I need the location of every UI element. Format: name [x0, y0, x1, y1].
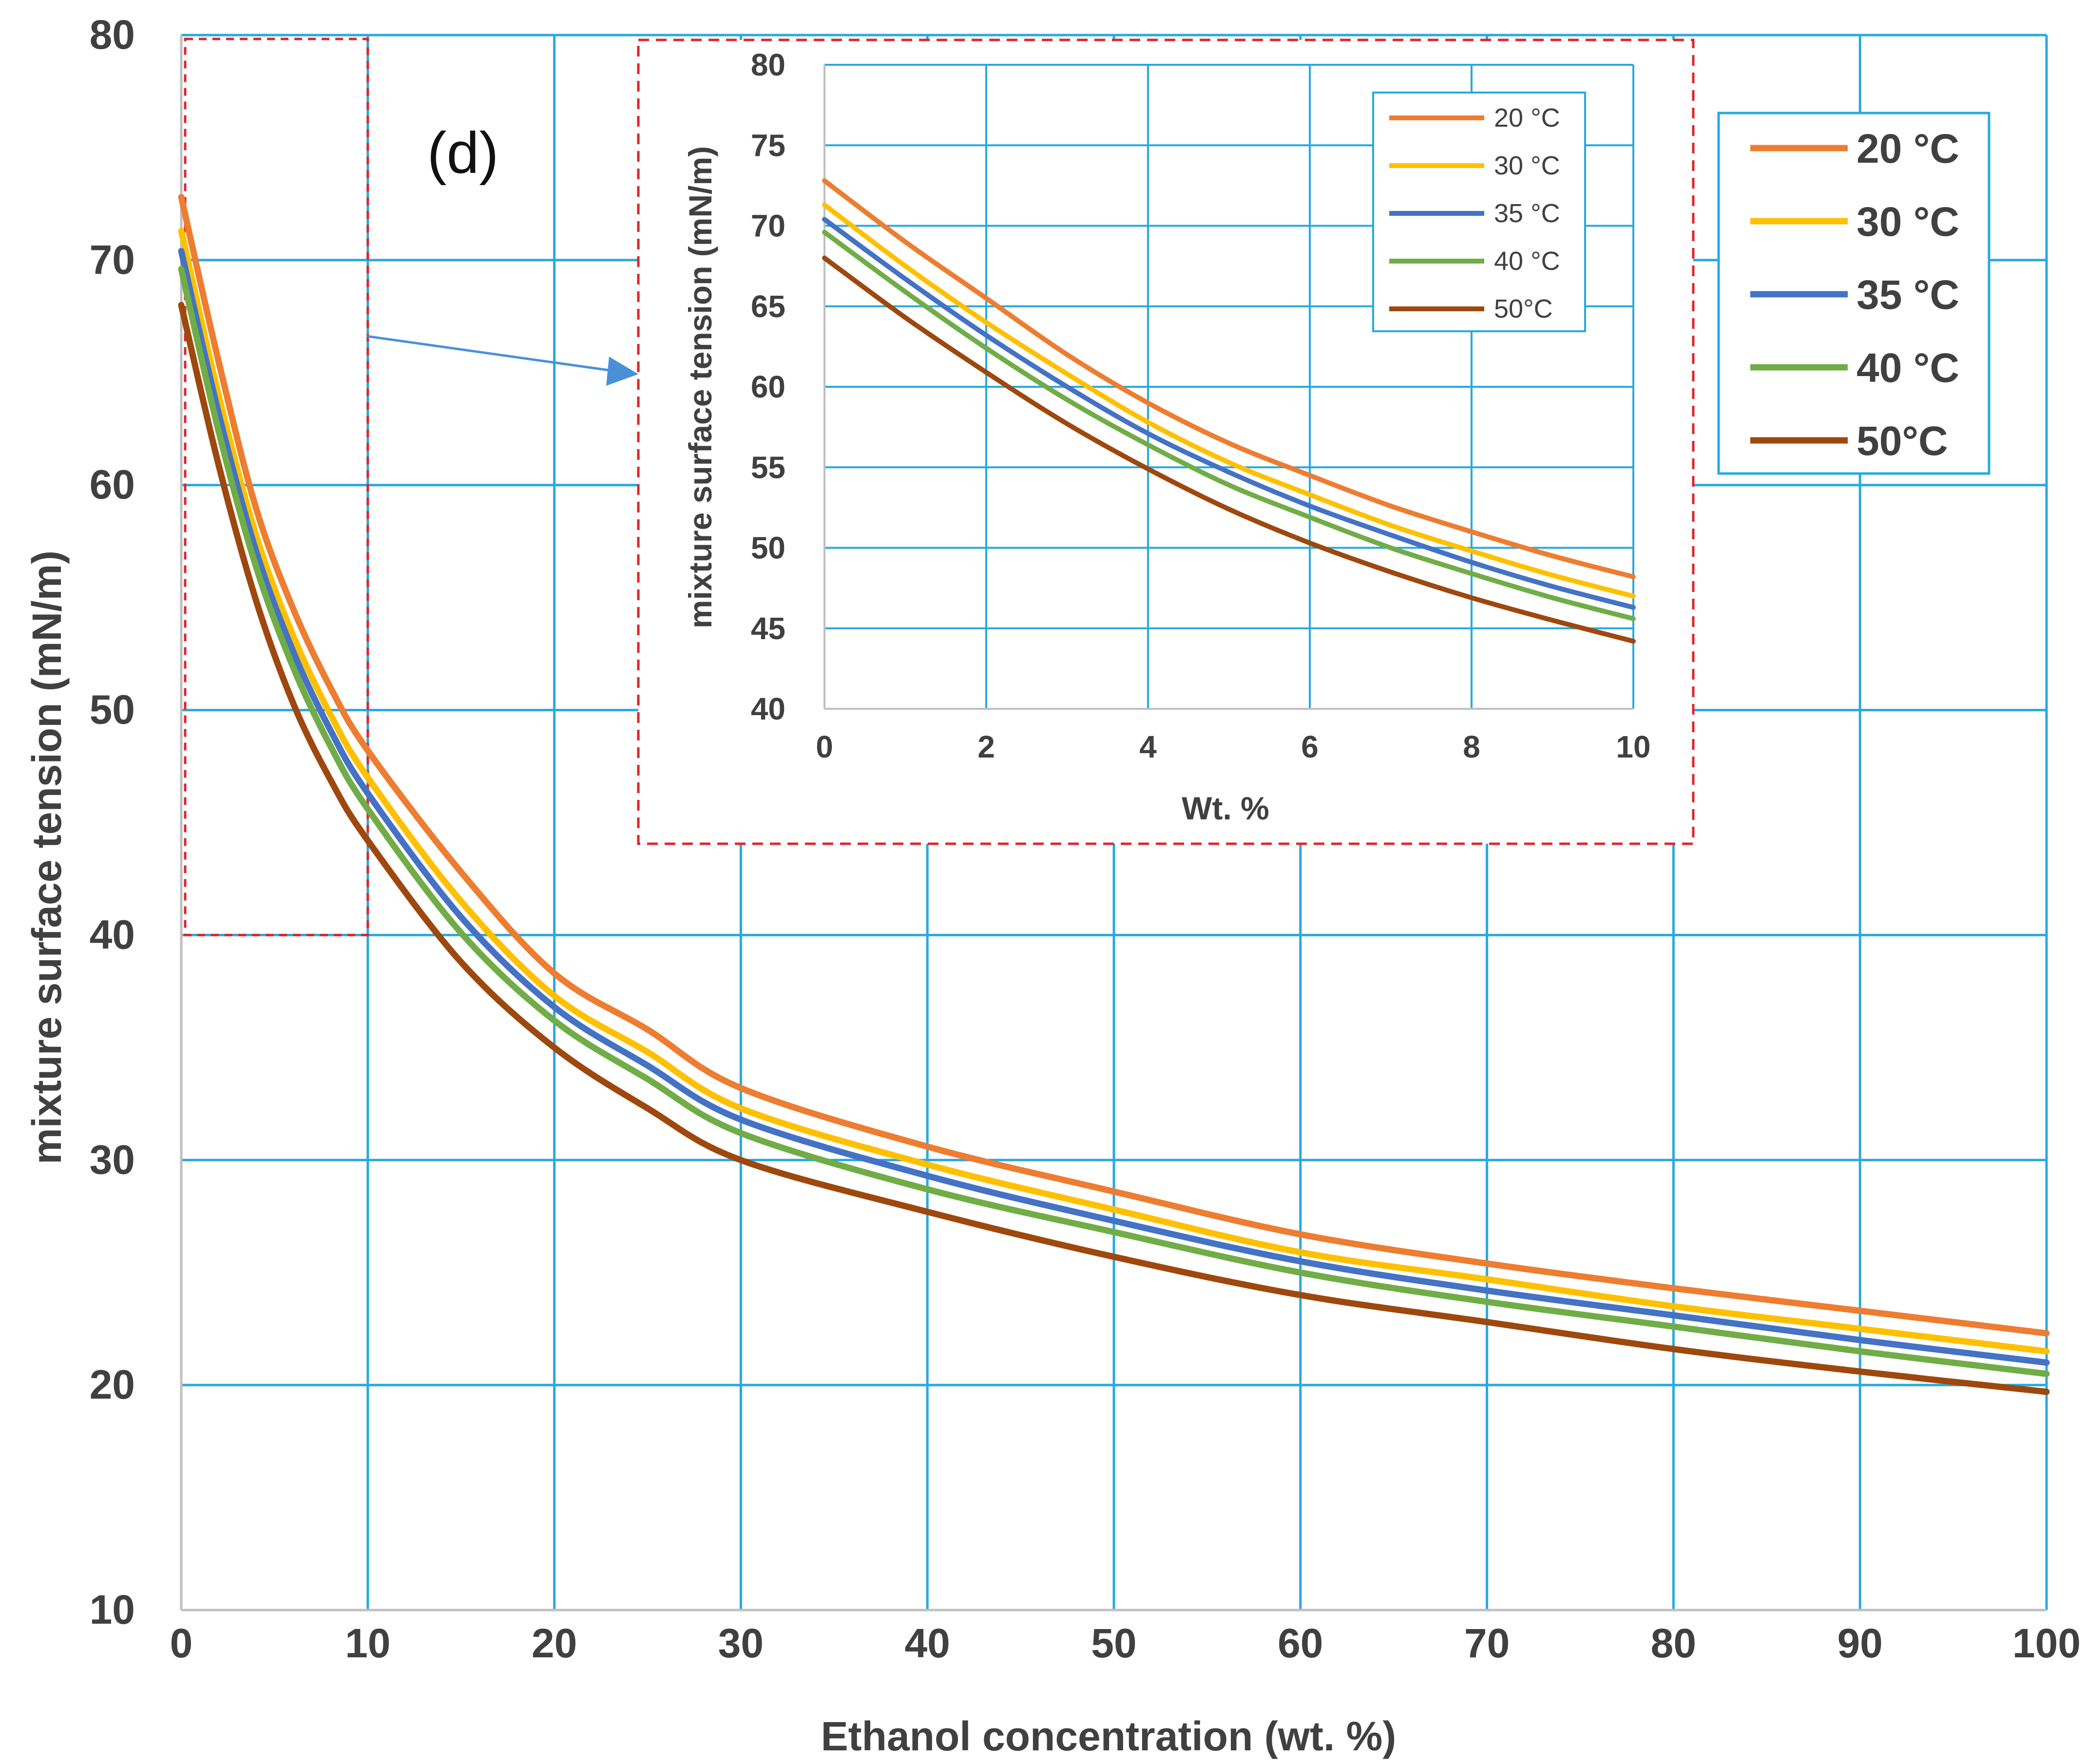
inset-y-tick-label: 75 [751, 128, 785, 163]
main-x-tick-labels: 0 10 20 30 40 50 60 70 80 90 100 [170, 1620, 2081, 1666]
inset-y-tick-label: 45 [751, 611, 785, 646]
inset-y-axis-title: mixture surface tension (mN/m) [682, 146, 718, 628]
inset-legend: 20 °C 30 °C 35 °C 40 °C 50°C [1372, 92, 1586, 332]
main-y-tick-label: 30 [90, 1137, 135, 1182]
inset-y-tick-label: 50 [751, 531, 785, 566]
inset-series-line-3 [822, 229, 1636, 621]
main-x-tick-label: 40 [904, 1620, 950, 1666]
zoom-arrow-line [366, 335, 610, 372]
panel-label: (d) [427, 120, 499, 186]
inset-legend-label: 40 °C [1494, 247, 1560, 276]
main-series-group [178, 194, 2050, 1395]
main-legend-label: 50°C [1856, 418, 1948, 464]
main-x-tick-label: 60 [1278, 1620, 1323, 1666]
main-y-tick-label: 60 [90, 462, 135, 508]
main-y-axis-title: mixture surface tension (mN/m) [24, 550, 70, 1164]
main-x-tick-label: 10 [345, 1620, 390, 1666]
main-y-tick-label: 40 [90, 911, 135, 957]
inset-y-tick-label: 70 [751, 209, 785, 244]
zoom-arrow [366, 335, 638, 386]
main-y-tick-label: 70 [90, 237, 135, 283]
zoom-highlight-box [184, 38, 369, 936]
main-series-line-3 [178, 266, 2050, 1377]
inset-y-tick-label: 40 [751, 691, 785, 726]
inset-x-tick-labels: 0 2 4 6 8 10 [816, 729, 1650, 764]
main-series-line-0 [178, 194, 2050, 1337]
main-legend-label: 35 °C [1856, 272, 1959, 318]
inset-series-line-2 [822, 217, 1636, 610]
inset-series-group [822, 178, 1636, 644]
main-series-line-1 [178, 228, 2050, 1355]
inset-x-tick-label: 4 [1139, 729, 1157, 764]
inset-series-line-0 [822, 178, 1636, 579]
main-x-tick-label: 90 [1837, 1620, 1882, 1666]
inset-y-tick-label: 60 [751, 369, 785, 404]
inset-axes [823, 65, 1633, 710]
main-x-axis-title: Ethanol concentration (wt. %) [821, 1713, 1397, 1759]
inset-x-tick-label: 10 [1616, 729, 1650, 764]
inset-x-tick-label: 6 [1301, 729, 1319, 764]
main-x-tick-label: 20 [532, 1620, 577, 1666]
inset-x-tick-label: 2 [977, 729, 995, 764]
inset-series-line-4 [822, 255, 1636, 644]
main-legend-label: 40 °C [1856, 345, 1959, 391]
main-y-tick-label: 20 [90, 1362, 135, 1407]
inset-legend-label: 50°C [1494, 294, 1553, 323]
main-x-tick-label: 50 [1091, 1620, 1136, 1666]
inset-chart: 0 2 4 6 8 10 40 45 50 55 60 65 70 75 80 Wt. % mixture… [637, 38, 1695, 845]
inset-legend-label: 20 °C [1494, 103, 1560, 133]
main-y-tick-label: 10 [90, 1587, 135, 1632]
inset-legend-label: 30 °C [1494, 151, 1560, 180]
inset-y-tick-label: 80 [751, 47, 785, 82]
main-series-line-2 [178, 247, 2050, 1366]
main-legend: 20 °C 30 °C 35 °C 40 °C 50°C [1717, 112, 1990, 475]
main-x-tick-label: 70 [1464, 1620, 1510, 1666]
inset-x-tick-label: 8 [1463, 729, 1480, 764]
main-y-tick-label: 50 [90, 687, 135, 733]
inset-y-tick-labels: 40 45 50 55 60 65 70 75 80 [751, 47, 785, 726]
main-legend-label: 20 °C [1856, 126, 1959, 171]
inset-y-tick-label: 65 [751, 289, 785, 324]
main-x-tick-label: 0 [170, 1620, 193, 1666]
main-x-tick-label: 100 [2012, 1620, 2081, 1666]
main-y-tick-label: 80 [90, 12, 135, 57]
inset-y-tick-label: 55 [751, 450, 785, 485]
inset-series-line-1 [822, 202, 1636, 599]
inset-x-tick-label: 0 [816, 729, 833, 764]
inset-legend-label: 35 °C [1494, 199, 1560, 228]
zoom-arrow-head [606, 357, 638, 386]
main-x-tick-label: 80 [1651, 1620, 1696, 1666]
main-legend-label: 30 °C [1856, 199, 1959, 245]
main-axes [180, 35, 2047, 1612]
main-series-line-4 [178, 302, 2050, 1395]
main-y-tick-labels: 10 20 30 40 50 60 70 80 [90, 12, 135, 1632]
main-x-tick-label: 30 [718, 1620, 764, 1666]
inset-x-axis-title: Wt. % [1182, 790, 1269, 826]
zoom-highlight-rect [184, 38, 369, 936]
